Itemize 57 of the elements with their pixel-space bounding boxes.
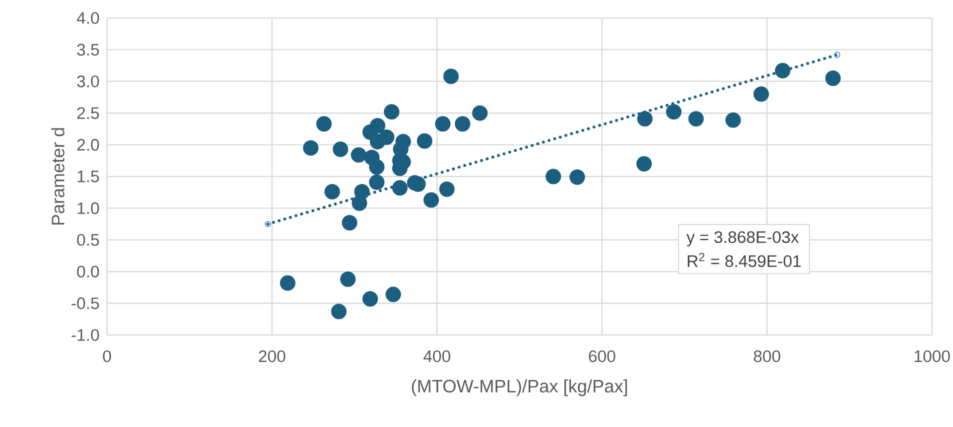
y-tick-label: 0.0	[77, 266, 99, 278]
point	[435, 116, 451, 132]
point	[454, 116, 470, 132]
point	[386, 286, 402, 302]
point	[392, 180, 408, 196]
point	[340, 271, 356, 287]
y-tick-label: 3.5	[77, 44, 99, 56]
point	[316, 116, 332, 132]
annotation: R$^{2}$ = 8.459E-01	[688, 252, 801, 268]
y-tick-label: 4.0	[76, 12, 99, 24]
point	[332, 141, 348, 157]
x-tick-label: 800	[754, 350, 780, 362]
point	[439, 181, 455, 197]
point	[354, 184, 370, 200]
x-tick-label: 200	[258, 350, 286, 362]
x-tick-label: 600	[588, 350, 616, 362]
point	[350, 147, 366, 163]
x-axis-title: (MTOW-MPL)/Pax [kg/Pax]	[412, 379, 627, 396]
y-tick-label: 2.0	[77, 138, 99, 151]
point	[753, 86, 769, 102]
y-tick-label: 1.0	[78, 202, 99, 214]
y-tick-label: 1.5	[78, 170, 99, 182]
point	[384, 104, 400, 120]
point	[725, 112, 741, 128]
x-tick-label: 0	[103, 350, 111, 362]
x-tick-label: 1000	[914, 350, 950, 362]
point	[636, 156, 652, 172]
point	[423, 192, 439, 208]
point	[342, 215, 358, 231]
point	[378, 129, 394, 145]
point	[331, 304, 347, 320]
point	[324, 184, 340, 200]
annotation: y = 3.868E-03x	[686, 231, 799, 246]
point	[395, 134, 411, 150]
point	[637, 111, 653, 127]
point	[362, 291, 378, 307]
point	[774, 62, 790, 78]
y-tick-label: 2.5	[77, 107, 99, 119]
y-tick-label: -0.5	[72, 297, 99, 310]
point	[369, 159, 385, 175]
point	[546, 168, 562, 184]
point	[825, 70, 841, 86]
y-tick-label: -1.0	[72, 329, 99, 341]
point	[443, 68, 459, 84]
point	[416, 133, 432, 149]
x-tick-label: 400	[423, 350, 450, 362]
point	[369, 174, 385, 190]
point	[570, 169, 585, 185]
point	[303, 140, 319, 156]
y-tick-label: 3.0	[77, 76, 99, 88]
point	[688, 111, 704, 127]
y-tick-label: 0.5	[77, 234, 99, 246]
point	[280, 275, 296, 291]
y-axis-title: Parameter d	[51, 128, 64, 225]
point	[666, 104, 682, 120]
point	[370, 118, 386, 134]
point	[472, 105, 488, 121]
